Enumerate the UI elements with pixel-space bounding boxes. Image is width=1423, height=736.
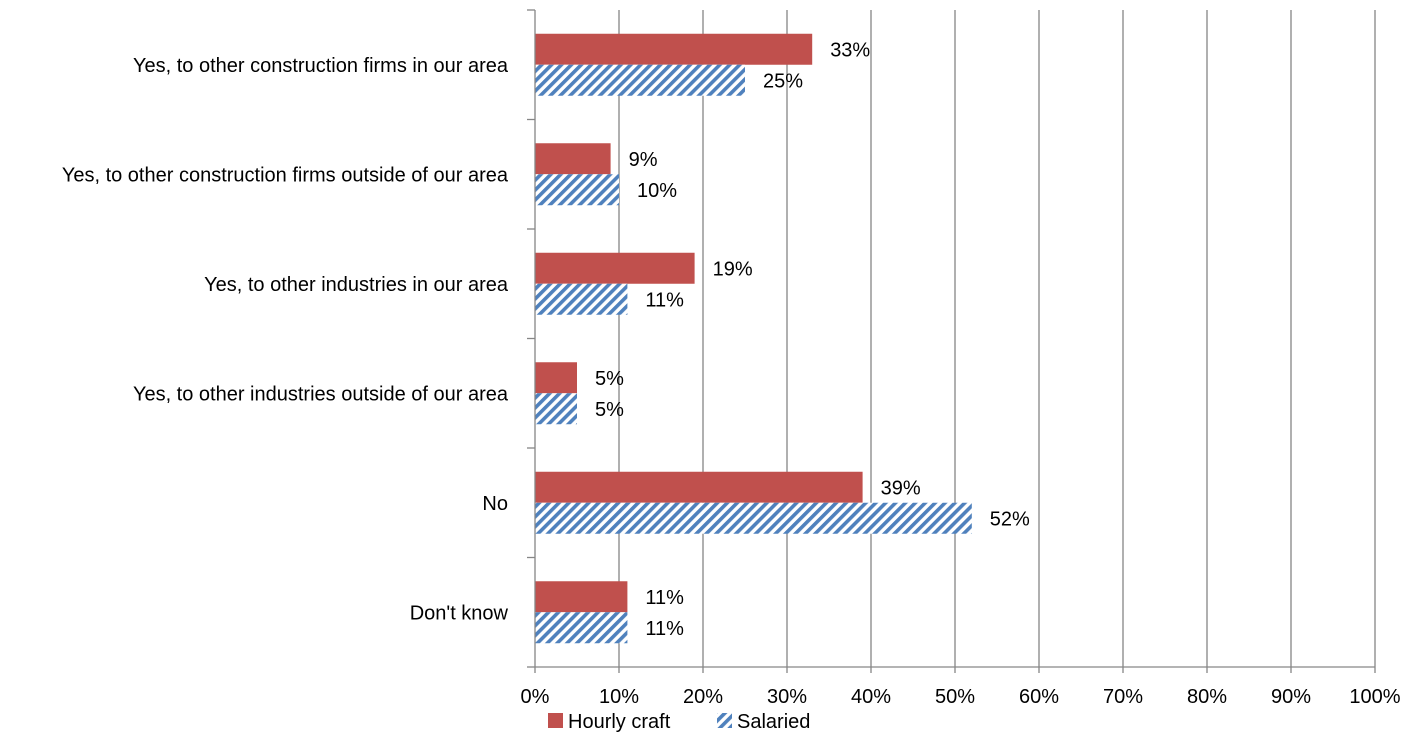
legend-swatch-salaried [717, 713, 732, 728]
data-label-hourly-craft: 9% [629, 149, 658, 171]
legend-label-hourly-craft: Hourly craft [568, 711, 671, 733]
data-label-hourly-craft: 11% [645, 587, 684, 609]
bar-hourly-craft [535, 471, 863, 503]
legend: Hourly craft Salaried [548, 711, 810, 733]
data-label-salaried: 52% [990, 508, 1030, 530]
bar-hourly-craft [535, 362, 577, 394]
category-label: Yes, to other construction firms outside… [62, 164, 509, 186]
x-tick-label: 0% [521, 686, 550, 708]
x-tick-label: 30% [767, 686, 807, 708]
legend-label-salaried: Salaried [737, 711, 810, 733]
data-label-salaried: 10% [637, 180, 677, 202]
bar-hourly-craft [535, 581, 628, 613]
x-tick-label: 80% [1187, 686, 1227, 708]
x-tick-label: 40% [851, 686, 891, 708]
x-tick-label: 100% [1349, 686, 1400, 708]
bar-hourly-craft [535, 252, 695, 284]
data-labels: 33% 25% 9% 10% 19% 11% 5% 5% 39% 52% 11% 11% [595, 39, 1030, 640]
bar-salaried [535, 283, 628, 315]
bar-hourly-craft [535, 33, 813, 65]
legend-swatch-hourly-craft [548, 713, 563, 728]
category-label: Yes, to other industries outside of our … [133, 383, 509, 405]
data-label-salaried: 5% [595, 399, 624, 421]
gridlines [618, 10, 1376, 667]
data-label-hourly-craft: 19% [713, 258, 753, 280]
data-label-salaried: 11% [645, 618, 684, 640]
category-label: Yes, to other industries in our area [204, 274, 509, 296]
category-label: Yes, to other construction firms in our … [133, 55, 509, 77]
bar-salaried [535, 393, 577, 425]
x-tick-label: 10% [599, 686, 639, 708]
category-label: No [482, 493, 508, 515]
data-label-hourly-craft: 5% [595, 368, 624, 390]
bar-hourly-craft [535, 143, 611, 175]
bar-salaried [535, 612, 628, 644]
bar-salaried [535, 174, 619, 206]
category-label: Don't know [410, 602, 509, 624]
bar-salaried [535, 64, 745, 96]
data-label-salaried: 25% [763, 70, 803, 92]
bars [535, 33, 972, 644]
bar-salaried [535, 502, 972, 534]
data-label-salaried: 11% [645, 289, 684, 311]
axes: 0% 10% 20% 30% 40% 50% 60% 70% 80% 90% 100% Yes, to… [62, 9, 1401, 708]
x-tick-label: 70% [1103, 686, 1143, 708]
x-tick-label: 20% [683, 686, 723, 708]
data-label-hourly-craft: 39% [881, 477, 921, 499]
x-tick-label: 60% [1019, 686, 1059, 708]
data-label-hourly-craft: 33% [830, 39, 870, 61]
x-tick-label: 50% [935, 686, 975, 708]
x-tick-label: 90% [1271, 686, 1311, 708]
